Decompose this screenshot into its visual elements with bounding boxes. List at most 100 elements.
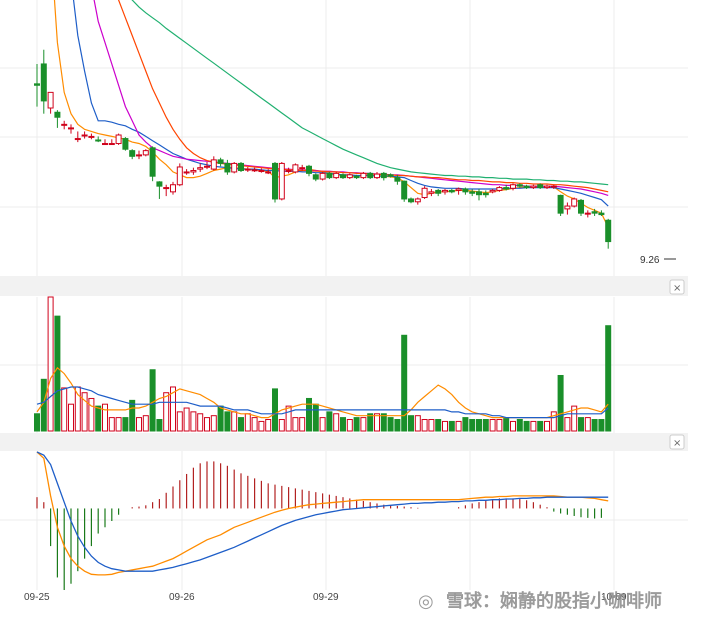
volume-bar <box>115 417 122 432</box>
volume-bar <box>442 420 448 432</box>
candle-body <box>34 83 40 86</box>
volume-bar <box>108 417 115 432</box>
price-ma-line-3 <box>93 0 609 196</box>
volume-bar <box>401 334 408 432</box>
macd-close-button[interactable]: × <box>669 434 685 450</box>
candle-body <box>122 138 129 150</box>
macd-lines <box>36 451 609 576</box>
candle-body <box>489 189 496 193</box>
candle-body <box>285 170 292 173</box>
candle-body <box>108 143 115 146</box>
volume-bar <box>564 417 571 432</box>
volume-bars <box>34 296 612 432</box>
candle-body <box>571 198 578 207</box>
volume-bar <box>367 413 374 432</box>
candle-body <box>380 172 387 179</box>
candle-body <box>61 123 68 126</box>
candle-body <box>136 154 142 157</box>
watermark-logo-icon: ◎ <box>418 591 434 612</box>
watermark-text: 雪球：娴静的股指小咖啡师 <box>446 590 662 612</box>
candle-body <box>448 189 455 193</box>
volume-bar <box>285 405 292 432</box>
volume-bar <box>272 388 278 432</box>
candle-body <box>156 181 163 187</box>
candle-body <box>435 189 442 194</box>
candle-body <box>183 171 190 174</box>
volume-close-button[interactable]: × <box>669 279 685 295</box>
volume-bar <box>544 420 550 432</box>
candle-body <box>95 139 102 142</box>
volume-bar <box>408 415 414 432</box>
volume-bar <box>346 419 353 432</box>
volume-moving-averages <box>36 366 609 419</box>
candle-body <box>190 170 197 173</box>
volume-bar <box>190 411 197 432</box>
volume-bar <box>299 417 306 432</box>
candle-body <box>550 185 557 188</box>
candle-body <box>68 127 74 130</box>
volume-bar <box>278 419 285 432</box>
volume-bar <box>428 419 435 432</box>
volume-bar <box>374 413 380 432</box>
candle-body <box>197 167 204 170</box>
candle-body <box>54 111 61 118</box>
candle-body <box>578 199 584 214</box>
price-ma-line-5 <box>131 0 609 186</box>
volume-bar <box>421 419 428 432</box>
candle-body <box>265 171 272 174</box>
volume-bar <box>340 417 346 432</box>
candle-body <box>394 177 401 182</box>
volume-bar <box>136 417 142 432</box>
candle-body <box>319 172 326 180</box>
candle-body <box>605 219 612 243</box>
volume-bar <box>496 419 503 432</box>
price-ma-line-4 <box>117 0 609 193</box>
volume-bar <box>387 417 394 432</box>
candle-body <box>292 164 299 173</box>
x-axis: 09-25 09-26 09-29 10-09 <box>24 592 627 603</box>
candle-body <box>278 162 285 200</box>
volume-bar <box>360 417 367 432</box>
price-panel: 9.26 <box>34 0 676 266</box>
volume-bar <box>435 419 442 432</box>
volume-ma-line-2 <box>36 386 609 419</box>
candle-body <box>353 175 360 179</box>
candle-body <box>591 211 598 214</box>
candle-body <box>251 169 258 172</box>
candle-body <box>584 212 591 215</box>
candle-body <box>544 185 550 189</box>
candle-body <box>40 63 47 102</box>
candle-body <box>258 170 265 173</box>
x-tick-label: 09-29 <box>313 592 339 603</box>
volume-bar <box>510 420 516 432</box>
volume-bar <box>448 420 455 432</box>
volume-bar <box>591 419 598 432</box>
volume-bar <box>176 411 183 432</box>
candle-body <box>306 165 312 174</box>
volume-bar <box>54 315 61 432</box>
volume-bar <box>571 405 578 432</box>
panel-separator-2 <box>0 433 688 451</box>
watermark: ◎ 雪球：娴静的股指小咖啡师 <box>418 590 662 612</box>
candle-body <box>326 172 333 179</box>
candle-body <box>428 191 435 194</box>
candle-body <box>142 150 149 156</box>
candle-body <box>224 162 231 173</box>
candle-body <box>231 162 238 173</box>
candle-body <box>503 187 510 190</box>
candle-body <box>414 198 421 203</box>
chart-grid <box>0 0 688 590</box>
volume-bar <box>455 420 462 432</box>
volume-bar <box>326 411 333 432</box>
volume-bar <box>224 411 231 432</box>
candle-body <box>102 143 108 146</box>
candle-body <box>442 189 448 193</box>
x-tick-label: 09-25 <box>24 592 50 603</box>
candle-body <box>163 187 170 190</box>
volume-bar <box>312 403 319 432</box>
price-candles <box>34 49 612 249</box>
candle-body <box>176 166 183 186</box>
candle-body <box>244 168 251 171</box>
volume-bar <box>537 420 544 432</box>
